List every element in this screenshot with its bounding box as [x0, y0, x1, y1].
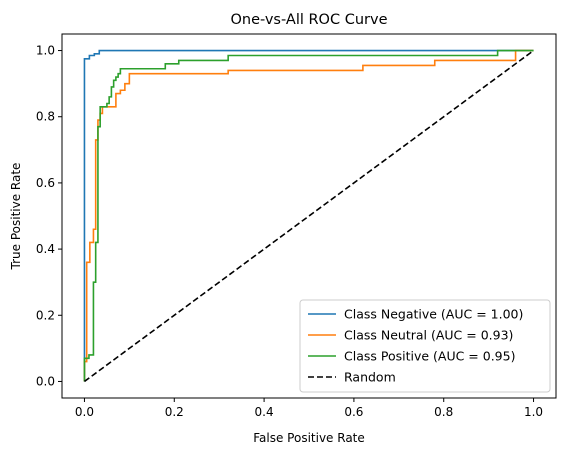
legend-label-0: Class Negative (AUC = 1.00): [344, 307, 523, 322]
x-tick-label: 0.2: [165, 405, 184, 419]
x-tick-label: 1.0: [524, 405, 543, 419]
x-tick-label: 0.4: [255, 405, 274, 419]
y-tick-label: 0.8: [36, 110, 55, 124]
y-axis: 0.0 0.2 0.4 0.6 0.8 1.0: [36, 44, 62, 388]
y-axis-label: True Positive Rate: [9, 163, 23, 271]
y-tick-label: 0.0: [36, 374, 55, 388]
x-tick-label: 0.6: [344, 405, 363, 419]
y-tick-label: 0.2: [36, 308, 55, 322]
x-tick-label: 0.0: [75, 405, 94, 419]
y-tick-label: 0.6: [36, 176, 55, 190]
series-line-3: [83, 49, 535, 383]
chart-title: One-vs-All ROC Curve: [230, 12, 387, 28]
x-tick-label: 0.8: [434, 405, 453, 419]
legend-label-3: Random: [344, 370, 396, 385]
legend-box: [299, 299, 551, 393]
series-line-2: [83, 49, 534, 382]
y-tick-label: 0.4: [36, 242, 55, 256]
plot-area: [83, 49, 535, 383]
series-line-1: [83, 49, 534, 382]
x-axis: 0.0 0.2 0.4 0.6 0.8 1.0: [75, 398, 543, 419]
legend: Class Negative (AUC = 1.00) Class Neutral…: [299, 299, 551, 393]
y-tick-label: 1.0: [36, 44, 55, 58]
axes-frame: [61, 33, 557, 399]
series-line-0: [83, 49, 534, 382]
legend-label-2: Class Positive (AUC = 0.95): [344, 349, 515, 364]
legend-label-1: Class Neutral (AUC = 0.93): [344, 328, 513, 343]
x-axis-label: False Positive Rate: [253, 431, 365, 445]
